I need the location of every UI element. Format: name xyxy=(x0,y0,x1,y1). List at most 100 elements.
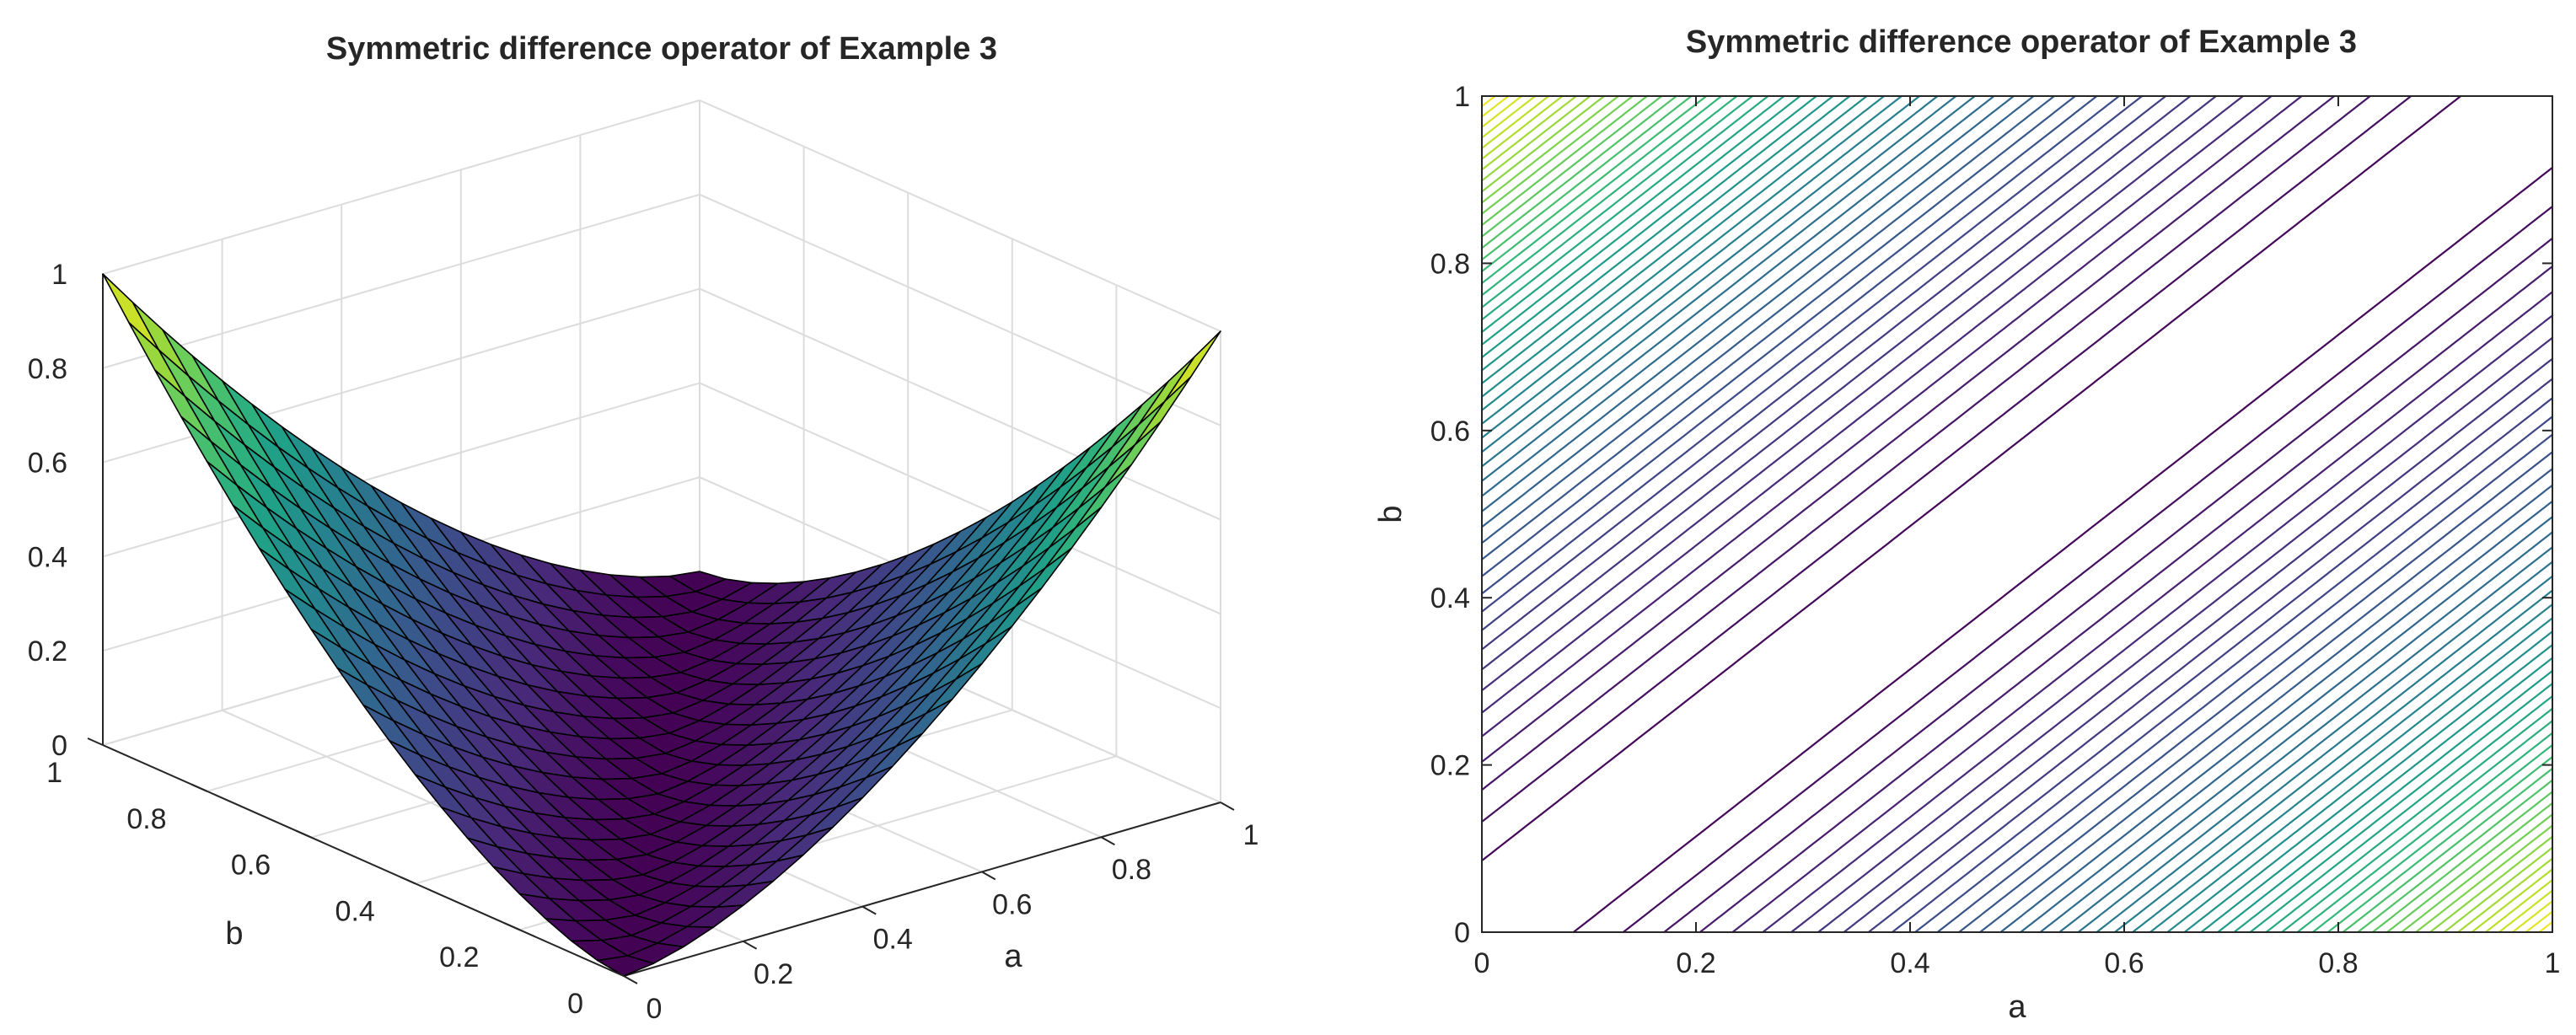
contour-level-line xyxy=(1480,94,2554,934)
contour-level-line xyxy=(1480,94,2554,934)
contour-level-line xyxy=(1480,94,2554,934)
surface-x-axis-label: a xyxy=(1004,939,1022,974)
surface-axes xyxy=(102,274,1221,977)
contour-level-line xyxy=(1480,94,2554,934)
contour-level-line xyxy=(1480,94,2554,934)
surface-y-tick-label: 0 xyxy=(567,988,583,1020)
surface-x-tick-label: 0.4 xyxy=(873,924,913,956)
surface-gridline xyxy=(102,99,700,275)
surface-x-tick-label: 0 xyxy=(647,993,663,1025)
contour-level-line xyxy=(1480,94,2554,934)
surface-gridline xyxy=(699,287,1221,521)
surface-z-tick-label: 0.8 xyxy=(28,353,67,385)
surface-patch xyxy=(597,955,655,977)
contour-level-line xyxy=(1480,94,2554,934)
contour-level-line xyxy=(1480,94,2554,934)
contour-x-tick-label: 0 xyxy=(1474,947,1490,979)
contour-plot-area xyxy=(1482,96,2552,932)
surface-x-tick-mark xyxy=(743,940,758,950)
contour-level-line xyxy=(1480,94,2554,934)
contour-level-line xyxy=(1480,94,2554,934)
contour-level-line xyxy=(1480,94,2554,934)
surface-y-tick-mark xyxy=(191,783,208,792)
contour-level-line xyxy=(1480,94,2554,934)
contour-level-line xyxy=(1480,94,2554,934)
contour-x-tick-label: 0.4 xyxy=(1890,947,1929,979)
surface-z-tick-label: 1 xyxy=(51,259,67,291)
contour-ticks: 0 0.2 0.4 0.6 0.8 1 0 0.2 0.4 0.6 0.8 1 xyxy=(1430,81,2561,979)
contour-level-line xyxy=(1480,94,2554,934)
contour-level-line xyxy=(1480,94,2554,934)
surface-z-tick-label: 0.2 xyxy=(28,635,67,668)
surface-gridline xyxy=(699,382,1221,615)
surface-y-tick-mark xyxy=(87,737,104,746)
contour-level-line xyxy=(1480,94,2554,934)
surface-y-tick-mark xyxy=(400,876,416,885)
surface-x-tick-mark xyxy=(623,975,638,984)
contour-level-line xyxy=(1480,94,2554,934)
contour-level-line xyxy=(1480,94,2554,934)
contour-level-line xyxy=(1480,94,2554,934)
contour-level-line xyxy=(1480,94,2554,934)
contour-y-tick-label: 1 xyxy=(1454,81,1470,113)
contour-level-line xyxy=(1480,94,2554,934)
surface-y-tick-label: 1 xyxy=(46,757,62,789)
surface-title: Symmetric difference operator of Example… xyxy=(326,31,997,67)
contour-y-tick-label: 0 xyxy=(1454,917,1470,949)
contour-lines xyxy=(1480,94,2554,934)
surface-z-tick-label: 0 xyxy=(51,730,67,762)
surface-y-tick-mark xyxy=(295,829,312,839)
surface-z-tick-label: 0.6 xyxy=(28,448,67,480)
surface-y-tick-label: 0.6 xyxy=(231,850,271,882)
contour-level-line xyxy=(1480,94,2554,934)
contour-title: Symmetric difference operator of Example… xyxy=(1686,24,2357,60)
contour-level-line xyxy=(1480,94,2554,934)
contour-level-line xyxy=(1480,94,2554,934)
contour-level-line xyxy=(1480,94,2554,934)
contour-plot: Symmetric difference operator of Example… xyxy=(1373,24,2560,1025)
surface-x-axis-line xyxy=(623,802,1221,977)
contour-level-line xyxy=(1480,94,2554,934)
contour-level-line xyxy=(1480,94,2554,934)
surface-x-tick-mark xyxy=(1220,802,1235,811)
contour-level-line xyxy=(1480,94,2554,934)
contour-y-axis-label: b xyxy=(1373,505,1409,523)
surface-y-tick-mark xyxy=(608,968,625,977)
contour-level-line xyxy=(1480,94,2554,934)
contour-x-tick-label: 1 xyxy=(2545,947,2561,979)
contour-level-line xyxy=(1480,94,2554,934)
surface-x-tick-mark xyxy=(981,871,996,881)
contour-y-tick-label: 0.6 xyxy=(1430,416,1470,448)
contour-level-line xyxy=(1480,94,2554,934)
surface-y-axis-label: b xyxy=(225,916,243,952)
contour-level-line xyxy=(1480,94,2554,934)
contour-level-line xyxy=(1480,94,2554,934)
contour-level-line xyxy=(1480,94,2554,934)
contour-level-line xyxy=(1480,94,2554,934)
contour-level-line xyxy=(1480,94,2554,934)
surface-gridline xyxy=(699,193,1221,426)
contour-level-line xyxy=(1480,94,2554,934)
surface-x-tick-mark xyxy=(861,905,877,915)
surface-x-tick-label: 0.6 xyxy=(992,888,1032,920)
contour-y-tick-label: 0.4 xyxy=(1430,582,1470,614)
surface-y-tick-label: 0.2 xyxy=(439,941,479,973)
contour-x-axis-label: a xyxy=(2008,989,2026,1025)
surface-x-tick-label: 1 xyxy=(1243,819,1259,851)
surface-y-tick-label: 0.8 xyxy=(126,803,166,835)
surface-z-tick-label: 0.4 xyxy=(28,541,67,573)
surface-y-tick-mark xyxy=(503,922,520,931)
surface-mesh xyxy=(102,273,1221,977)
contour-x-tick-label: 0.8 xyxy=(2318,947,2358,979)
surface-gridline xyxy=(699,99,1221,332)
surface-gridline xyxy=(102,382,700,558)
surface-gridline xyxy=(102,193,700,369)
contour-x-tick-label: 0.6 xyxy=(2104,947,2144,979)
contour-level-line xyxy=(1480,94,2554,934)
contour-level-line xyxy=(1480,94,2554,934)
surface-y-tick-label: 0.4 xyxy=(335,895,375,927)
surface-x-tick-label: 0.8 xyxy=(1112,854,1151,886)
contour-level-line xyxy=(1480,94,2554,934)
contour-level-line xyxy=(1480,94,2554,934)
